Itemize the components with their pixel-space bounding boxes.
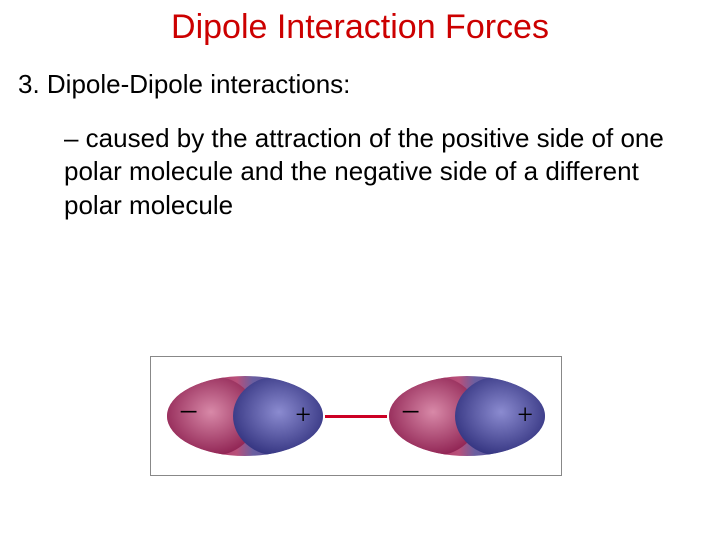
section-heading: 3. Dipole-Dipole interactions: <box>0 47 720 100</box>
plus-sign: + <box>295 400 311 432</box>
dipole-bond-line <box>325 415 387 418</box>
dipole-diagram: − + − + <box>150 356 562 476</box>
molecule-left: − + <box>165 374 325 458</box>
bullet-text: – caused by the attraction of the positi… <box>0 100 720 222</box>
molecule-right: − + <box>387 374 547 458</box>
slide-title: Dipole Interaction Forces <box>0 0 720 47</box>
minus-sign: − <box>179 394 198 432</box>
minus-sign: − <box>401 394 420 432</box>
plus-sign: + <box>517 400 533 432</box>
